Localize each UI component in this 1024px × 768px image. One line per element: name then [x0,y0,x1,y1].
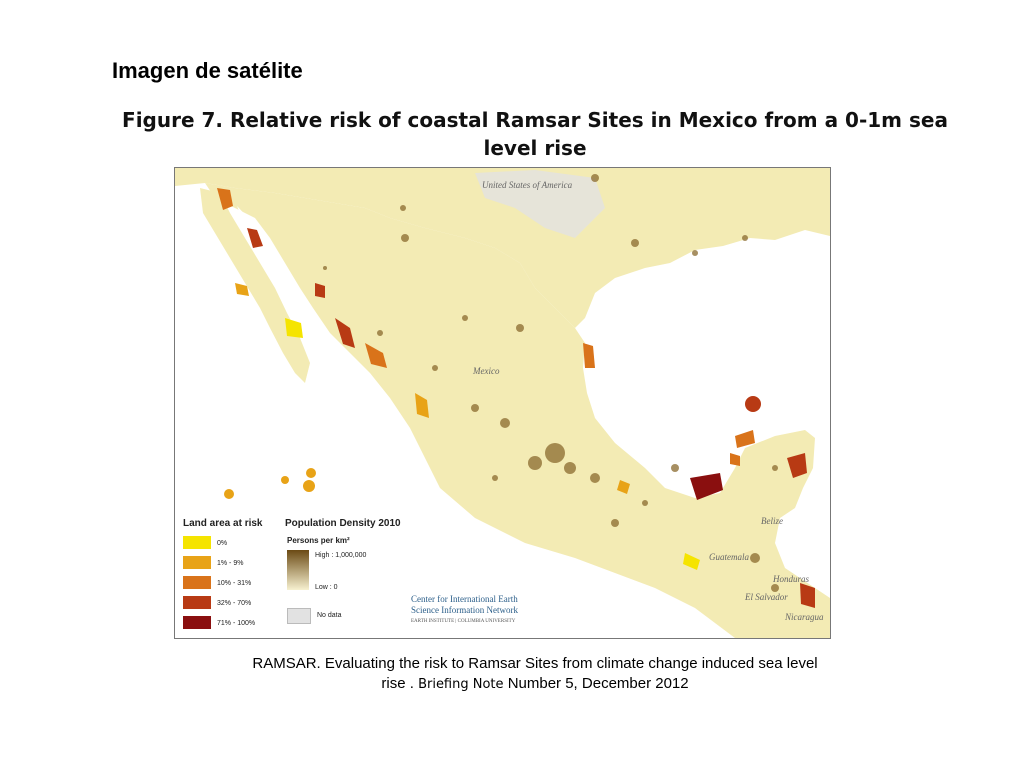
legend-pop-high: High : 1,000,000 [315,552,367,559]
caption-line2: rise . Briefing Note Number 5, December … [150,674,920,695]
credit-line2: Science Information Network [411,605,518,615]
usa-land [175,168,830,328]
legend-swatch-3 [183,596,211,609]
legend-swatch-2 [183,576,211,589]
label-guatemala: Guatemala [709,552,749,562]
credit-line1: Center for International Earth [411,594,518,604]
legend-label-3: 32% - 70% [217,600,252,607]
legend-pop-title: Population Density 2010 [285,518,401,529]
map-figure: United States of America Mexico Belize G… [174,167,831,639]
legend-pop-gradient [287,550,309,590]
citation-caption: RAMSAR. Evaluating the risk to Ramsar Si… [150,654,920,695]
legend-land-title: Land area at risk [183,518,263,529]
caption-line2-a: rise . [381,675,419,692]
legend-label-2: 10% - 31% [217,580,252,587]
urban-areas [323,174,779,592]
mexico-land [205,183,830,638]
legend-pop-subtitle: Persons per km² [287,536,350,545]
caption-line1: RAMSAR. Evaluating the risk to Ramsar Si… [252,655,818,672]
legend-nodata-swatch [287,608,311,624]
figure-title: Figure 7. Relative risk of coastal Ramsa… [122,108,948,160]
legend-label-1: 1% - 9% [217,560,244,567]
legend-label-4: 71% - 100% [217,620,256,627]
usa-nodata [475,170,605,238]
legend-label-0: 0% [217,540,228,547]
label-el-salvador: El Salvador [745,592,788,602]
caption-line2-c: Number 5, December 2012 [503,675,689,692]
label-belize: Belize [761,516,783,526]
label-mexico: Mexico [473,366,500,376]
legend-pop-low: Low : 0 [315,584,338,591]
legend-nodata-label: No data [317,612,342,619]
label-usa: United States of America [482,180,573,190]
baja-peninsula [200,188,310,383]
label-nicaragua: Nicaragua [785,612,824,622]
ramsar-sites [217,188,815,608]
label-honduras: Honduras [773,574,810,584]
credit-line3: EARTH INSTITUTE | COLUMBIA UNIVERSITY [411,619,516,624]
caption-line2-b: Briefing Note [418,677,504,692]
slide-title: Imagen de satélite [112,58,303,83]
legend-swatch-1 [183,556,211,569]
map-canvas [175,168,830,638]
legend-swatch-0 [183,536,211,549]
legend-swatch-4 [183,616,211,629]
